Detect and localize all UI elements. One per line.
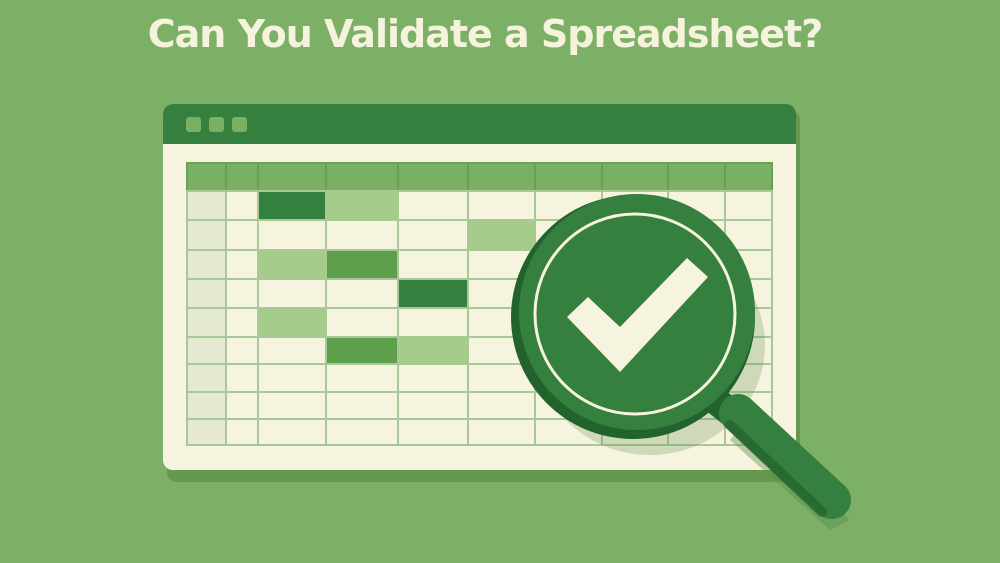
cell[interactable]	[397, 307, 469, 338]
cell[interactable]	[225, 363, 259, 393]
cell[interactable]	[225, 278, 259, 309]
checkmark-icon	[567, 258, 708, 372]
cell[interactable]	[325, 391, 399, 420]
column-header-cell[interactable]	[601, 162, 669, 192]
cell[interactable]	[325, 278, 399, 309]
column-header-cell[interactable]	[467, 162, 536, 192]
column-header-cell[interactable]	[667, 162, 726, 192]
cell[interactable]	[257, 307, 327, 338]
cell[interactable]	[397, 391, 469, 420]
column-header-cell[interactable]	[534, 162, 603, 192]
row-header-cell[interactable]	[186, 219, 227, 251]
column-header-cell[interactable]	[257, 162, 327, 192]
cell[interactable]	[225, 249, 259, 280]
cell[interactable]	[257, 219, 327, 251]
cell[interactable]	[397, 336, 469, 365]
column-header-cell[interactable]	[397, 162, 469, 192]
cell[interactable]	[325, 190, 399, 221]
cell[interactable]	[467, 418, 536, 446]
cell[interactable]	[467, 190, 536, 221]
column-header-cell[interactable]	[724, 162, 773, 192]
cell[interactable]	[325, 219, 399, 251]
cell[interactable]	[225, 336, 259, 365]
row-header-cell[interactable]	[186, 307, 227, 338]
row-header-cell[interactable]	[186, 278, 227, 309]
page-title: Can You Validate a Spreadsheet?	[147, 12, 824, 56]
cell[interactable]	[257, 190, 327, 221]
cell[interactable]	[467, 391, 536, 420]
cell[interactable]	[467, 219, 536, 251]
cell[interactable]	[257, 363, 327, 393]
column-header-cell[interactable]	[225, 162, 259, 192]
row-header-cell[interactable]	[186, 190, 227, 221]
cell[interactable]	[257, 391, 327, 420]
cell[interactable]	[397, 249, 469, 280]
cell[interactable]	[325, 363, 399, 393]
cell[interactable]	[325, 418, 399, 446]
cell[interactable]	[397, 418, 469, 446]
cell[interactable]	[397, 278, 469, 309]
cell[interactable]	[257, 278, 327, 309]
window-dot[interactable]	[186, 117, 201, 132]
cell[interactable]	[397, 363, 469, 393]
row-header-cell[interactable]	[186, 336, 227, 365]
row-header-cell[interactable]	[186, 418, 227, 446]
cell[interactable]	[225, 307, 259, 338]
handle[interactable]	[719, 394, 851, 519]
magnifier	[511, 194, 851, 530]
cell[interactable]	[325, 249, 399, 280]
column-header-cell[interactable]	[186, 162, 227, 192]
cell[interactable]	[225, 418, 259, 446]
row-header-cell[interactable]	[186, 391, 227, 420]
cell[interactable]	[225, 190, 259, 221]
cell[interactable]	[325, 307, 399, 338]
cell[interactable]	[257, 336, 327, 365]
cell[interactable]	[325, 336, 399, 365]
window-dot[interactable]	[209, 117, 224, 132]
title-bar	[163, 104, 796, 144]
cell[interactable]	[724, 190, 773, 221]
cell[interactable]	[257, 249, 327, 280]
cell[interactable]	[397, 190, 469, 221]
column-header-cell[interactable]	[325, 162, 399, 192]
cell[interactable]	[257, 418, 327, 446]
cell[interactable]	[225, 219, 259, 251]
row-header-cell[interactable]	[186, 249, 227, 280]
cell[interactable]	[225, 391, 259, 420]
handle-edge	[725, 420, 827, 517]
cell[interactable]	[397, 219, 469, 251]
row-header-cell[interactable]	[186, 363, 227, 393]
window-dot[interactable]	[232, 117, 247, 132]
